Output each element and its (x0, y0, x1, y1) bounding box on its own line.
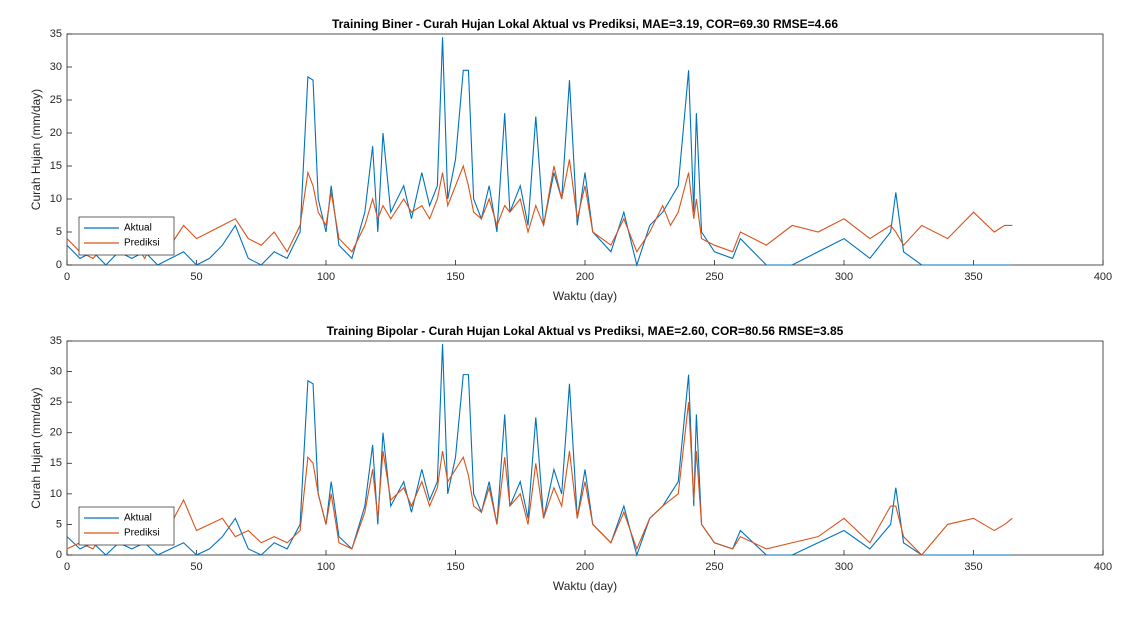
legend-box (78, 506, 175, 546)
y-tick-label: 15 (50, 160, 62, 172)
legend-box (78, 216, 175, 256)
x-tick-label: 150 (446, 561, 464, 573)
y-tick-label: 30 (50, 61, 62, 73)
y-tick-label: 10 (50, 193, 62, 205)
x-tick-label: 0 (64, 561, 70, 573)
y-tick-label: 0 (56, 259, 62, 271)
x-tick-label: 300 (835, 561, 853, 573)
x-axis-label: Waktu (day) (553, 289, 617, 303)
x-tick-label: 0 (64, 271, 70, 283)
x-tick-label: 200 (576, 561, 594, 573)
y-tick-label: 25 (50, 396, 62, 408)
x-tick-label: 50 (190, 271, 202, 283)
chart-title: Training Bipolar - Curah Hujan Lokal Akt… (327, 324, 844, 338)
x-tick-label: 200 (576, 271, 594, 283)
x-tick-label: 250 (705, 561, 723, 573)
x-tick-label: 400 (1094, 271, 1112, 283)
x-tick-label: 100 (317, 271, 335, 283)
data-line (66, 159, 1013, 260)
y-tick-label: 25 (50, 94, 62, 106)
y-tick-label: 30 (50, 365, 62, 377)
x-tick-label: 250 (705, 271, 723, 283)
data-line (66, 402, 1013, 556)
y-tick-label: 5 (56, 226, 62, 238)
plot-area (66, 33, 1104, 266)
y-tick-label: 20 (50, 427, 62, 439)
y-tick-label: 10 (50, 488, 62, 500)
y-tick-label: 20 (50, 127, 62, 139)
y-tick-label: 5 (56, 518, 62, 530)
x-tick-label: 300 (835, 271, 853, 283)
legend-label: Aktual (124, 513, 152, 524)
x-tick-label: 150 (446, 271, 464, 283)
x-tick-label: 350 (964, 271, 982, 283)
plot-area (66, 340, 1104, 556)
x-axis-label: Waktu (day) (553, 579, 617, 593)
x-tick-label: 350 (964, 561, 982, 573)
y-axis-label: Curah Hujan (mm/day) (29, 387, 43, 508)
x-tick-label: 50 (190, 561, 202, 573)
y-tick-label: 0 (56, 549, 62, 561)
y-tick-label: 35 (50, 335, 62, 347)
legend-label: Prediksi (124, 238, 160, 249)
x-tick-label: 400 (1094, 561, 1112, 573)
x-tick-label: 100 (317, 561, 335, 573)
y-axis-label: Curah Hujan (mm/day) (29, 89, 43, 210)
legend-label: Aktual (124, 223, 152, 234)
y-tick-label: 15 (50, 457, 62, 469)
legend-label: Prediksi (124, 528, 160, 539)
chart-title: Training Biner - Curah Hujan Lokal Aktua… (332, 17, 838, 31)
y-tick-label: 35 (50, 28, 62, 40)
